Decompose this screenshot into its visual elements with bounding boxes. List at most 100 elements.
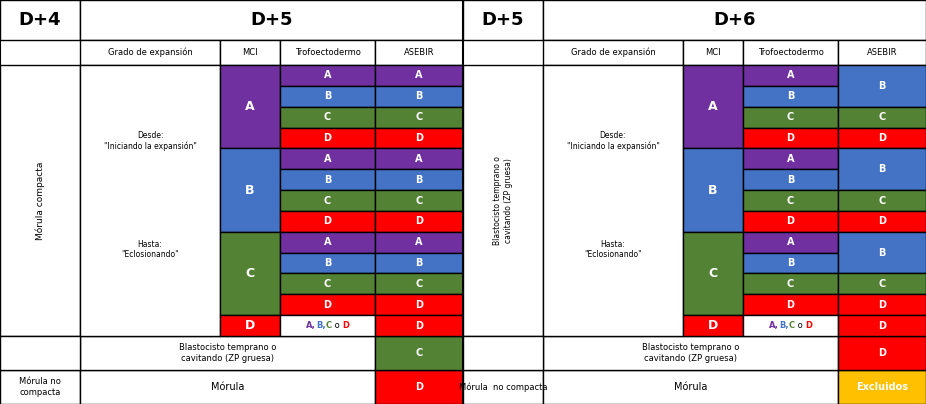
Bar — [838, 336, 926, 370]
Text: B: B — [245, 183, 255, 197]
Text: Mórula: Mórula — [674, 382, 707, 392]
Text: D: D — [878, 133, 886, 143]
Bar — [280, 252, 375, 274]
Text: D: D — [323, 133, 332, 143]
Text: Excluidos: Excluidos — [856, 382, 908, 392]
Text: A: A — [324, 70, 332, 80]
Bar — [838, 211, 926, 232]
Text: Mórula no
compacta: Mórula no compacta — [19, 377, 61, 397]
Text: C: C — [324, 279, 332, 289]
Bar — [375, 190, 463, 211]
Text: D+4: D+4 — [19, 11, 61, 29]
Bar — [375, 65, 463, 86]
Bar — [280, 294, 375, 315]
Text: B: B — [787, 175, 795, 185]
Bar — [375, 252, 463, 274]
Bar — [375, 274, 463, 294]
Bar — [220, 148, 280, 232]
Bar — [375, 107, 463, 128]
Text: A: A — [324, 237, 332, 247]
Text: Blastocisto temprano o
cavitando (ZP gruesa): Blastocisto temprano o cavitando (ZP gru… — [179, 343, 276, 363]
Text: B,: B, — [779, 321, 789, 330]
Text: Desde:
"Iniciando la expansión": Desde: "Iniciando la expansión" — [104, 131, 196, 151]
Text: B: B — [879, 81, 885, 91]
Text: D: D — [878, 217, 886, 226]
Bar — [838, 128, 926, 148]
Bar — [838, 148, 926, 190]
Bar — [375, 128, 463, 148]
Text: Hasta:
"Eclosionando": Hasta: "Eclosionando" — [584, 240, 642, 259]
Bar — [838, 370, 926, 404]
Bar — [463, 0, 543, 40]
Bar — [280, 40, 375, 65]
Bar — [743, 252, 838, 274]
Bar — [80, 0, 463, 40]
Text: C: C — [416, 112, 422, 122]
Text: D: D — [323, 300, 332, 310]
Bar — [743, 315, 838, 336]
Text: B: B — [787, 91, 795, 101]
Bar — [743, 169, 838, 190]
Bar — [280, 148, 375, 169]
Text: A: A — [787, 70, 795, 80]
Text: C: C — [324, 196, 332, 206]
Text: D: D — [415, 133, 423, 143]
Bar — [838, 315, 926, 336]
Text: B: B — [324, 258, 332, 268]
Text: D: D — [415, 321, 423, 330]
Bar — [743, 148, 838, 169]
Text: B: B — [324, 91, 332, 101]
Bar — [375, 315, 463, 336]
Text: C: C — [787, 112, 795, 122]
Text: D: D — [786, 133, 795, 143]
Text: A: A — [415, 237, 423, 247]
Text: A: A — [415, 154, 423, 164]
Text: ASEBIR: ASEBIR — [404, 48, 434, 57]
Bar — [0, 0, 463, 404]
Text: B,: B, — [316, 321, 326, 330]
Bar — [280, 232, 375, 252]
Text: C: C — [879, 112, 885, 122]
Text: C: C — [787, 279, 795, 289]
Text: D: D — [415, 382, 423, 392]
Bar — [838, 107, 926, 128]
Bar — [743, 211, 838, 232]
Text: B: B — [324, 175, 332, 185]
Text: Blastocisto temprano o
cavitando (ZP gruesa): Blastocisto temprano o cavitando (ZP gru… — [642, 343, 739, 363]
Bar — [543, 40, 683, 65]
Text: Grado de expansión: Grado de expansión — [107, 48, 193, 57]
Text: C: C — [245, 267, 255, 280]
Text: D+5: D+5 — [250, 11, 293, 29]
Bar — [375, 211, 463, 232]
Text: A: A — [787, 154, 795, 164]
Text: Mórula compacta: Mórula compacta — [35, 161, 44, 240]
Text: B: B — [787, 258, 795, 268]
Text: B: B — [879, 164, 885, 174]
Text: Mórula: Mórula — [211, 382, 244, 392]
Text: A,: A, — [769, 321, 779, 330]
Bar — [220, 40, 280, 65]
Bar — [463, 0, 926, 404]
Text: A: A — [324, 154, 332, 164]
Bar — [375, 148, 463, 169]
Text: D: D — [878, 321, 886, 330]
Bar — [743, 274, 838, 294]
Bar — [375, 370, 463, 404]
Text: C: C — [416, 348, 422, 358]
Bar — [375, 40, 463, 65]
Text: C: C — [879, 279, 885, 289]
Bar — [220, 232, 280, 315]
Text: D: D — [415, 217, 423, 226]
Text: C: C — [326, 321, 332, 330]
Bar — [683, 65, 743, 148]
Text: C: C — [416, 196, 422, 206]
Bar — [0, 336, 80, 370]
Bar — [280, 315, 375, 336]
Bar — [280, 169, 375, 190]
Text: D: D — [878, 348, 886, 358]
Bar — [743, 86, 838, 107]
Bar — [543, 65, 683, 336]
Bar — [220, 65, 280, 148]
Bar — [683, 148, 743, 232]
Text: D+6: D+6 — [713, 11, 756, 29]
